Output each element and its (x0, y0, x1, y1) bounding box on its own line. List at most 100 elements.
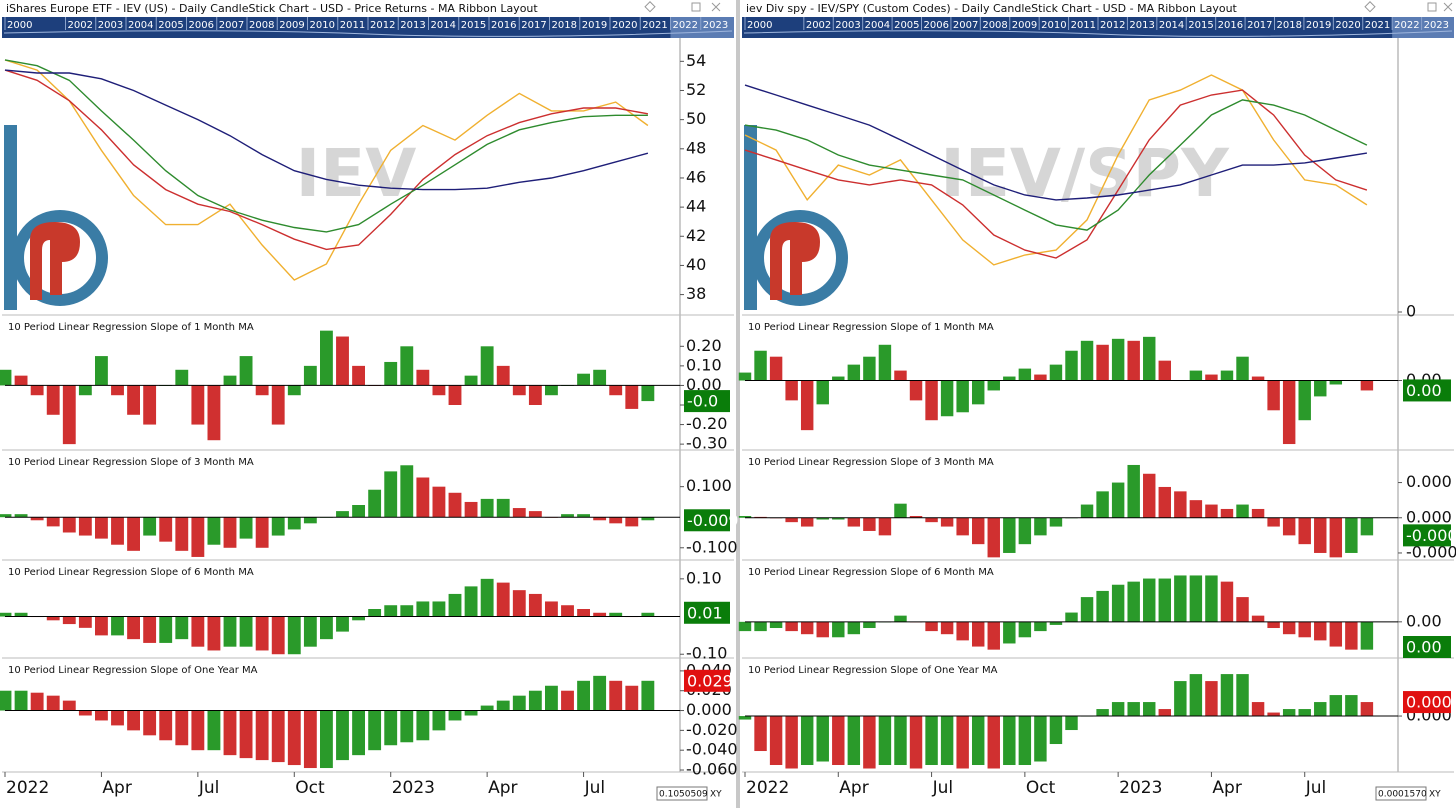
slope-bar (191, 517, 205, 557)
slope-bar (609, 680, 623, 711)
slope-bar (1220, 508, 1234, 518)
slope-bar (956, 621, 969, 641)
slope-bar (239, 356, 253, 386)
slope-bar (1298, 380, 1311, 421)
slope-bar (496, 498, 510, 518)
slope-bar (593, 612, 607, 617)
y-tick-label: 0.100 (686, 476, 732, 495)
slope-bar (239, 517, 253, 539)
slope-bar (159, 710, 173, 741)
logo-ring (752, 210, 848, 306)
y-tick-label: -0.100 (686, 537, 738, 556)
x-tick-label: Apr (102, 778, 131, 798)
slope-bar (384, 710, 398, 746)
slope-bar (561, 690, 574, 711)
slope-bar (320, 616, 333, 640)
slope-bar (78, 517, 92, 536)
slope-bar (1127, 702, 1140, 717)
timeline-year: 2016 (1218, 20, 1243, 31)
slope-bar (1158, 360, 1172, 381)
slope-bar (894, 503, 907, 518)
slope-bar (925, 517, 938, 523)
icon[interactable] (1443, 2, 1453, 12)
icon[interactable] (691, 2, 701, 12)
y-tick-label: 50 (686, 109, 706, 128)
timeline-year: 2012 (1100, 20, 1125, 31)
slope-bar (30, 692, 44, 711)
slope-bar (207, 710, 221, 751)
slope-bar (303, 365, 317, 386)
slope-bar (738, 516, 752, 518)
slope-bar (1360, 702, 1374, 717)
window-controls[interactable] (644, 1, 1453, 13)
logo (4, 125, 848, 310)
window-gap (736, 0, 740, 808)
y-tick-label: 52 (686, 80, 706, 99)
slope-bar (625, 517, 639, 527)
slope-bar (1018, 716, 1032, 766)
slope-bar (127, 517, 140, 551)
y-tick-label: 38 (686, 284, 706, 303)
icon[interactable] (1364, 1, 1376, 13)
slope-bar (1143, 578, 1156, 622)
slope-bar (971, 621, 985, 647)
slope-bar (1174, 491, 1187, 518)
slope-bar (416, 369, 430, 386)
timeline-year: 2019 (582, 20, 607, 31)
timeline-year: 2020 (1335, 20, 1360, 31)
slope-bar (1003, 621, 1016, 644)
slope-bar (207, 385, 221, 441)
slope-bar (95, 710, 108, 721)
slope-bar (987, 517, 1000, 558)
slope-bar (62, 700, 76, 711)
slope-bar (111, 616, 124, 636)
slope-bar (925, 380, 938, 421)
last-value: -0.000 (1406, 526, 1456, 545)
slope-bar (1096, 590, 1109, 622)
y-tick-label: -0.040 (686, 740, 738, 759)
slope-bar (785, 380, 798, 401)
slope-bar (352, 616, 365, 621)
x-tick-label: Apr (1212, 778, 1241, 798)
last-value: 0.01 (687, 603, 723, 622)
slope-bar (863, 621, 876, 629)
slope-bar (175, 517, 189, 551)
slope-bar (769, 356, 783, 381)
y-tick-label: 40 (686, 255, 706, 274)
slope-bar (754, 621, 767, 632)
slope-bar (191, 710, 205, 751)
timeline-year: 2022 (673, 20, 698, 31)
slope-bar (127, 710, 140, 731)
timeline-year: 2009 (279, 20, 304, 31)
slope-bar (512, 508, 526, 518)
slope-bar (528, 385, 542, 405)
timeline-sparkline (3, 30, 733, 37)
slope-bar (1127, 340, 1140, 381)
slope-bar (528, 690, 542, 711)
slope-bar (847, 716, 861, 766)
icon[interactable] (711, 2, 721, 12)
icon[interactable] (1427, 2, 1437, 12)
timeline-year: 2015 (1188, 20, 1213, 31)
slope-bar (1111, 482, 1125, 518)
slope-bar (1158, 486, 1172, 518)
slope-bar (863, 716, 876, 769)
timeline-year: 2009 (1012, 20, 1037, 31)
window-title: iShares Europe ETF - IEV (US) - Daily Ca… (6, 2, 538, 15)
slope-bar (30, 517, 44, 521)
slope-bar (940, 621, 954, 635)
slope-bar (1298, 517, 1311, 545)
x-tick-label: 2022 (746, 778, 789, 798)
slope-bar (95, 616, 108, 636)
timeline-year: 2012 (370, 20, 395, 31)
timeline-year: 2011 (340, 20, 365, 31)
timeline-year: 2022 (1394, 20, 1419, 31)
slope-bar (738, 716, 752, 720)
corner-box (1375, 786, 1427, 801)
slope-bar (641, 680, 655, 711)
timeline-year: 2000 (7, 20, 32, 31)
slope-bar (1189, 370, 1203, 381)
icon[interactable] (644, 1, 656, 13)
pane-title: 10 Period Linear Regression Slope of 1 M… (748, 322, 994, 333)
slope-bar (1018, 621, 1032, 638)
